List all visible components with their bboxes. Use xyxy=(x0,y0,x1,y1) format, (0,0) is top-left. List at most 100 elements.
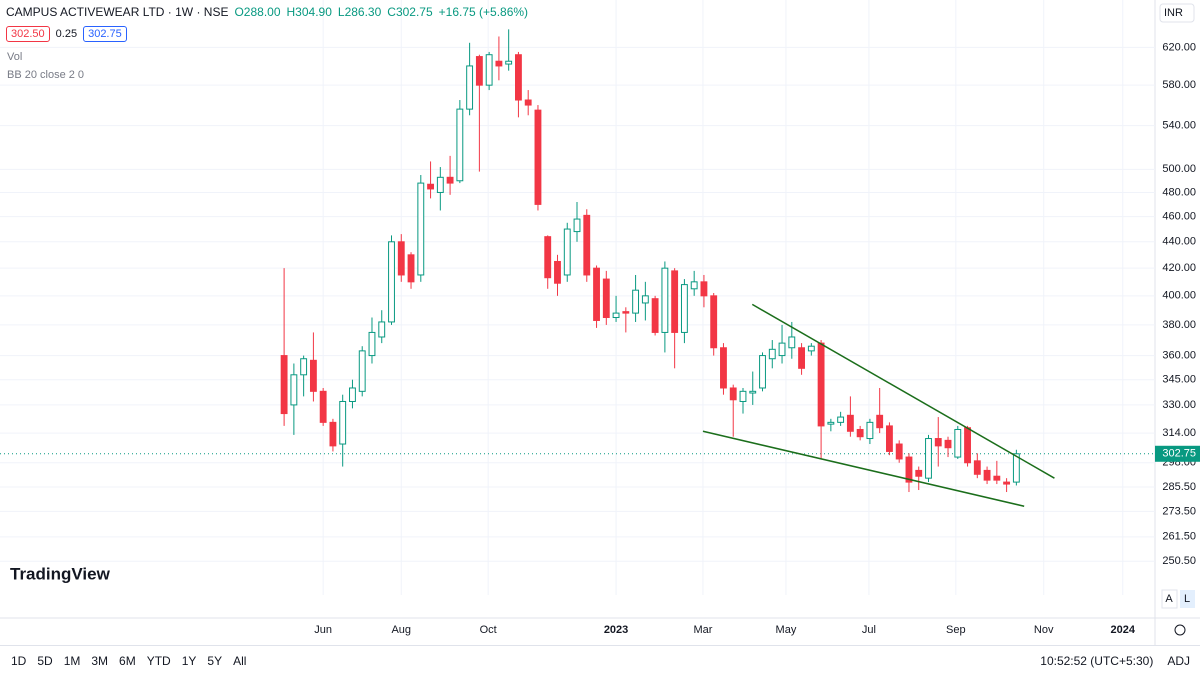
y-tick-label: 480.00 xyxy=(1162,186,1196,198)
candle-body xyxy=(759,355,766,389)
candle-body xyxy=(934,438,942,447)
last-price-tag xyxy=(1155,445,1200,462)
y-tick-label: 440.00 xyxy=(1162,236,1196,248)
trendline xyxy=(702,430,1025,507)
candle-body xyxy=(495,60,503,67)
x-tick-label: Jul xyxy=(862,624,876,636)
candle-body xyxy=(593,267,600,321)
indicator[interactable]: BB 20 close 2 0 xyxy=(7,69,85,81)
candle-body xyxy=(329,421,337,447)
candle-body xyxy=(846,414,854,432)
candle-body xyxy=(358,350,366,392)
x-tick-label: May xyxy=(776,624,797,636)
range-button[interactable]: 1Y xyxy=(181,654,197,668)
toolbar: 1D 5D 1M 3M 6M YTD 1Y 5Y All 10:52:52 (U… xyxy=(0,645,1200,676)
brand: TradingView xyxy=(10,564,111,583)
candle-body xyxy=(300,358,308,376)
ask[interactable]: 302.75 xyxy=(83,26,127,42)
candle-body xyxy=(876,414,884,429)
y-tick-label: 500.00 xyxy=(1162,163,1196,175)
candle-body xyxy=(817,342,825,427)
y-tick-label: 360.00 xyxy=(1162,349,1196,361)
adj[interactable]: ADJ xyxy=(1167,654,1190,668)
candle-body xyxy=(651,298,659,333)
candle-body xyxy=(798,347,805,369)
range-button[interactable]: All xyxy=(233,654,247,668)
candle-body xyxy=(1012,453,1020,483)
currency[interactable]: INR xyxy=(1164,7,1183,19)
candle-body xyxy=(680,284,688,333)
trendline xyxy=(751,303,1055,479)
candle-body xyxy=(749,390,757,394)
range-button[interactable]: YTD xyxy=(146,654,171,668)
y-tick-label: 620.00 xyxy=(1162,41,1196,53)
x-tick-label: Aug xyxy=(391,624,411,636)
candle-body xyxy=(378,321,386,338)
candle-body xyxy=(954,428,962,458)
candle-body xyxy=(690,281,698,290)
scale-button[interactable] xyxy=(1161,589,1178,609)
y-tick-label: 540.00 xyxy=(1162,120,1196,132)
candle-body xyxy=(446,176,454,184)
settings-icon[interactable] xyxy=(1174,624,1186,636)
candle-body xyxy=(436,176,444,193)
candle-body xyxy=(671,270,679,333)
candle-body xyxy=(944,439,952,449)
range-button[interactable]: 5Y xyxy=(207,654,223,668)
change: +16.75 (+5.86%) xyxy=(438,5,529,19)
candle-body xyxy=(632,289,640,314)
scale-button[interactable] xyxy=(1180,590,1195,608)
bid[interactable]: 302.50 xyxy=(6,26,50,42)
candle-body xyxy=(407,254,415,283)
candle-body xyxy=(505,60,513,65)
currency-box[interactable] xyxy=(1159,3,1195,23)
y-tick-label: 460.00 xyxy=(1162,210,1196,222)
x-tick-label: 2024 xyxy=(1111,624,1136,636)
range-button[interactable]: 6M xyxy=(119,654,136,668)
candle-body xyxy=(475,56,483,86)
candle-body xyxy=(583,214,591,276)
scale-button-label[interactable]: L xyxy=(1184,593,1190,605)
y-tick-label: 285.50 xyxy=(1162,481,1196,493)
candle-body xyxy=(788,336,796,349)
candle-body xyxy=(524,99,532,106)
scale-button-label[interactable]: A xyxy=(1165,593,1173,605)
candle-body xyxy=(729,387,737,401)
candle-body xyxy=(895,443,903,460)
candle-body xyxy=(866,421,874,440)
candle-body xyxy=(973,460,981,475)
candle-body xyxy=(485,54,493,86)
range-button[interactable]: 5D xyxy=(37,654,53,668)
candle-body xyxy=(397,241,405,276)
candle-body xyxy=(466,65,474,110)
y-tick-label: 345.00 xyxy=(1162,374,1196,386)
y-tick-label: 314.00 xyxy=(1162,427,1196,439)
close: C302.75 xyxy=(387,5,433,19)
x-tick-label: Mar xyxy=(693,624,712,636)
candle-body xyxy=(993,475,1001,481)
candle-body xyxy=(612,312,620,319)
range-button[interactable]: 1D xyxy=(11,654,27,668)
symbol[interactable]: CAMPUS ACTIVEWEAR LTD · 1W · NSE xyxy=(6,5,229,19)
candle-body xyxy=(368,331,376,357)
low: L286.30 xyxy=(337,5,382,19)
candle-body xyxy=(739,390,747,402)
y-tick-label: 273.50 xyxy=(1162,505,1196,517)
candle-body xyxy=(983,469,991,481)
indicator[interactable]: Vol xyxy=(7,51,23,63)
range-button[interactable]: 1M xyxy=(63,654,81,668)
candle-body xyxy=(964,427,971,464)
range-button[interactable]: 3M xyxy=(91,654,109,668)
candle-body xyxy=(856,428,864,438)
candle-body xyxy=(319,390,327,423)
candle-body xyxy=(280,355,288,415)
candle-body xyxy=(778,342,786,357)
y-tick-label: 250.50 xyxy=(1162,555,1196,567)
candle-body xyxy=(534,109,542,205)
candle-body xyxy=(563,228,571,276)
candle-body xyxy=(515,54,522,101)
clock: 10:52:52 (UTC+5:30) xyxy=(1040,654,1154,668)
y-tick-label: 400.00 xyxy=(1162,290,1196,302)
candle-body xyxy=(915,469,923,477)
